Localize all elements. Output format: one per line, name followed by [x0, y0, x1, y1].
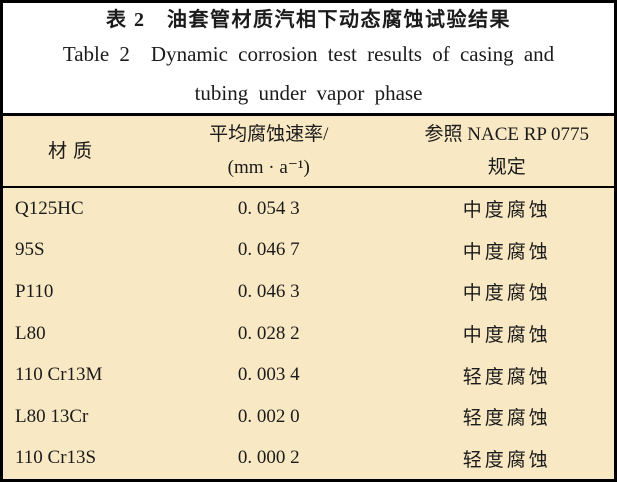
cell-rate: 0. 028 2 [237, 322, 300, 344]
cell-grade: 轻度腐蚀 [462, 366, 551, 388]
table-row: P110 0. 046 3 中度腐蚀 [3, 271, 614, 313]
table-row: L80 0. 028 2 中度腐蚀 [3, 313, 614, 355]
cell-grade: 轻度腐蚀 [462, 408, 551, 430]
column-header-nace-grade-line1: 参照 NACE RP 0775 [424, 124, 590, 145]
cell-material: 95S [15, 239, 45, 261]
data-table: 材质 平均腐蚀速率/ (mm · a⁻¹) 参照 NACE RP 0775 规定… [3, 113, 614, 479]
cell-grade: 中度腐蚀 [462, 200, 551, 222]
table-row: Q125HC 0. 054 3 中度腐蚀 [3, 188, 614, 230]
column-header-corrosion-rate-unit: (mm · a⁻¹) [227, 157, 310, 178]
cell-material: 110 Cr13S [15, 447, 97, 469]
cell-grade: 中度腐蚀 [462, 283, 551, 305]
table-row: 110 Cr13M 0. 003 4 轻度腐蚀 [3, 354, 614, 396]
cell-material: L80 [15, 322, 46, 344]
cell-material: P110 [15, 280, 54, 302]
table-header-row: 材质 平均腐蚀速率/ (mm · a⁻¹) 参照 NACE RP 0775 规定 [3, 116, 614, 188]
table-caption-en-line1: Table 2 Dynamic corrosion test results o… [62, 42, 555, 66]
cell-rate: 0. 000 2 [237, 447, 300, 469]
cell-grade: 中度腐蚀 [462, 325, 551, 347]
column-header-corrosion-rate: 平均腐蚀速率/ (mm · a⁻¹) [168, 116, 370, 186]
cell-material: 110 Cr13M [15, 364, 103, 386]
table-caption-zh: 表 2 油套管材质汽相下动态腐蚀试验结果 [106, 9, 511, 31]
cell-rate: 0. 003 4 [237, 364, 300, 386]
table-row: 110 Cr13S 0. 000 2 轻度腐蚀 [3, 437, 614, 479]
table-row: 95S 0. 046 7 中度腐蚀 [3, 230, 614, 272]
cell-rate: 0. 046 3 [237, 280, 300, 302]
cell-material: L80 13Cr [15, 405, 89, 427]
table-body: Q125HC 0. 054 3 中度腐蚀 95S 0. 046 7 中度腐蚀 P… [3, 188, 614, 479]
table-caption: 表 2 油套管材质汽相下动态腐蚀试验结果 Table 2 Dynamic cor… [3, 3, 614, 113]
column-header-nace-grade: 参照 NACE RP 0775 规定 [370, 116, 614, 186]
column-header-corrosion-rate-line1: 平均腐蚀速率/ [209, 124, 329, 145]
cell-grade: 中度腐蚀 [462, 241, 551, 263]
cell-rate: 0. 046 7 [237, 239, 300, 261]
table-row: L80 13Cr 0. 002 0 轻度腐蚀 [3, 396, 614, 438]
cell-grade: 轻度腐蚀 [462, 449, 551, 471]
cell-rate: 0. 054 3 [237, 197, 300, 219]
column-header-nace-grade-line2: 规定 [487, 157, 526, 178]
cell-rate: 0. 002 0 [237, 405, 300, 427]
cell-material: Q125HC [15, 197, 84, 219]
column-header-material: 材质 [3, 116, 168, 186]
table-caption-en-line2: tubing under vapor phase [194, 81, 423, 105]
column-header-material-label: 材质 [48, 140, 99, 162]
